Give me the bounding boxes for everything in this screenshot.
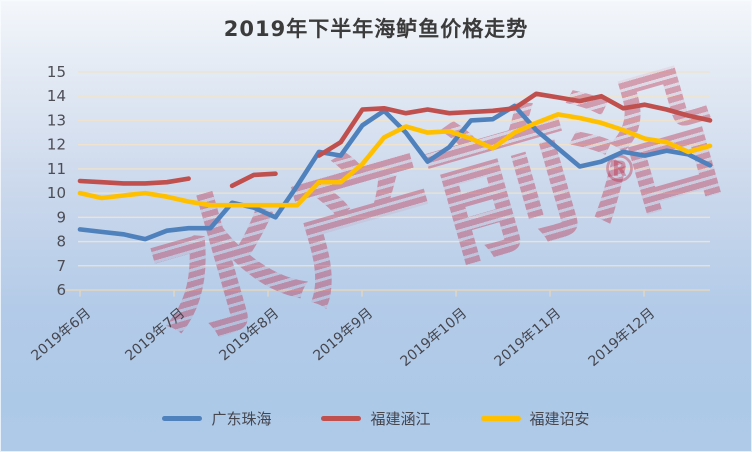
y-axis-label: 15 [47, 63, 66, 81]
legend-label: 福建诏安 [529, 410, 590, 428]
legend-item-guangdong-zhuhai: 广东珠海 [162, 408, 271, 429]
legend-swatch-guangdong-zhuhai [162, 416, 203, 421]
series-line-fujian-zhaoan [77, 112, 713, 208]
y-axis-label: 8 [56, 233, 66, 251]
legend-label: 广东珠海 [211, 410, 272, 428]
y-axis-label: 7 [56, 257, 66, 275]
y-axis-label: 13 [47, 111, 66, 129]
y-axis-label: 10 [47, 184, 66, 202]
legend-item-fujian-zhaoan: 福建诏安 [480, 408, 590, 429]
y-axis-label: 14 [47, 87, 66, 105]
chart-title: 2019年下半年海鲈鱼价格走势 [223, 17, 529, 41]
legend-item-fujian-hanjiang: 福建涵江 [321, 408, 431, 429]
y-axis-label: 6 [56, 281, 66, 299]
legend: 广东珠海 福建涵江 福建诏安 [0, 408, 752, 429]
legend-swatch-fujian-zhaoan [480, 416, 521, 421]
series-line-fujian-hanjiang [77, 91, 713, 189]
legend-label: 福建涵江 [370, 410, 431, 428]
y-axis-label: 9 [56, 208, 66, 226]
legend-swatch-fujian-hanjiang [321, 416, 362, 421]
y-axis-label: 12 [47, 136, 66, 154]
series-line-guangdong-zhuhai [77, 103, 713, 242]
y-axis-label: 11 [47, 160, 66, 178]
